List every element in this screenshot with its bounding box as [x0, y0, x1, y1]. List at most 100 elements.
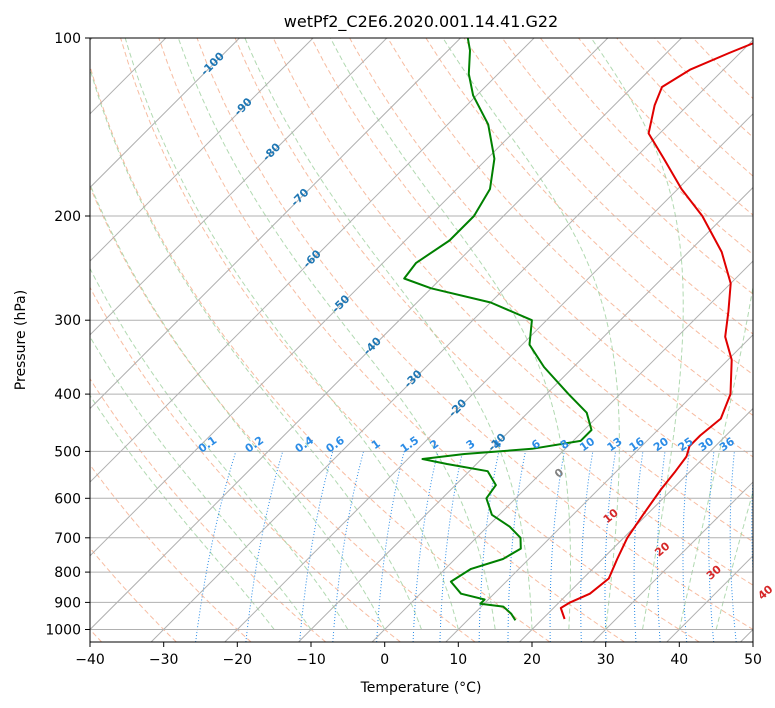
mixing-ratio-line — [656, 451, 666, 642]
isotherm-line — [90, 38, 461, 410]
isotherm-line — [150, 39, 753, 642]
mixing-ratio-line — [439, 451, 464, 642]
y-axis-label: Pressure (hPa) — [13, 290, 29, 390]
x-tick-label: 20 — [523, 652, 541, 668]
moist-adiabat — [244, 38, 533, 630]
mixing-ratio-line — [507, 451, 526, 642]
mixing-ratio-line — [245, 451, 284, 642]
dry-adiabat — [692, 38, 753, 100]
y-tick-label: 200 — [54, 209, 81, 225]
theta-e-label: 10 — [601, 506, 621, 526]
x-tick-label: 10 — [449, 652, 467, 668]
isotherm-line — [298, 186, 753, 642]
dry-adiabat — [90, 547, 177, 642]
theta-e-label: 30 — [704, 562, 724, 582]
y-axis: 100 200 300 400 500 600 700 800 900 1000 — [45, 31, 90, 639]
dry-adiabat — [387, 38, 753, 417]
mixing-ratio-label: 0.2 — [243, 434, 266, 456]
isotherm-label: -70 — [288, 186, 311, 209]
isotherm-line — [224, 113, 753, 642]
moist-adiabat — [90, 335, 312, 630]
mixing-ratio-label: 2 — [428, 437, 442, 452]
isotherm-line — [90, 38, 388, 336]
moist-adiabat — [678, 283, 753, 630]
x-tick-label: 30 — [597, 652, 615, 668]
isotherm-label: -50 — [329, 292, 352, 315]
mixing-ratio-line — [549, 451, 565, 642]
moist-adiabat — [124, 38, 459, 630]
moist-adiabat — [90, 183, 386, 630]
y-tick-label: 300 — [54, 313, 81, 329]
mixing-ratio-line — [412, 451, 439, 642]
x-tick-label: −30 — [149, 652, 179, 668]
background-lines — [90, 38, 753, 642]
x-tick-label: −10 — [296, 652, 326, 668]
mixing-ratio-label: 1.5 — [398, 434, 421, 456]
temperature-profile — [559, 42, 753, 620]
x-tick-label: 40 — [670, 652, 688, 668]
dry-adiabat — [196, 38, 753, 631]
mixing-ratio-line — [580, 451, 594, 642]
isotherm-label: -20 — [446, 396, 469, 419]
dry-adiabat — [349, 38, 753, 458]
isotherm-line — [90, 38, 682, 631]
chart-title: wetPf2_C2E6.2020.001.14.41.G22 — [284, 12, 558, 32]
isotherm-label: -60 — [301, 247, 324, 270]
isotherm-label: -100 — [198, 49, 227, 78]
y-tick-label: 400 — [54, 387, 81, 403]
series-layer — [403, 38, 753, 621]
theta-e-label: 40 — [755, 582, 775, 602]
isotherm-label: -80 — [260, 140, 283, 163]
y-tick-label: 900 — [54, 595, 81, 611]
y-tick-label: 1000 — [45, 623, 81, 639]
isotherm-label: -90 — [232, 95, 255, 118]
mixing-ratio-label: 0.6 — [323, 433, 347, 455]
isotherm-line — [740, 628, 753, 642]
isotherm-line — [519, 407, 753, 642]
dry-adiabat — [234, 38, 753, 586]
mixing-ratio-line — [708, 451, 715, 642]
plot-frame — [89, 37, 754, 643]
dry-adiabat — [578, 38, 753, 216]
dry-adiabat — [310, 38, 753, 500]
dry-adiabat — [425, 38, 753, 376]
mixing-ratio-line — [332, 451, 364, 642]
isotherm-line — [90, 38, 240, 189]
x-tick-label: −20 — [223, 652, 253, 668]
y-tick-label: 100 — [54, 31, 81, 47]
moist-adiabat — [90, 67, 422, 630]
moist-adiabat — [715, 489, 753, 630]
dry-adiabat — [90, 286, 401, 642]
moist-adiabat — [177, 38, 496, 630]
dry-adiabat — [654, 38, 753, 138]
mixing-ratio-label: 3 — [464, 437, 478, 452]
moist-adiabat — [90, 267, 349, 630]
dry-adiabat — [90, 64, 551, 642]
y-tick-label: 700 — [54, 531, 81, 547]
grid-lines — [90, 38, 753, 642]
y-tick-label: 800 — [54, 565, 81, 581]
y-tick-label: 600 — [54, 491, 81, 507]
isotherm-label: -40 — [361, 334, 384, 357]
isotherm-line — [90, 38, 314, 262]
dry-adiabat — [90, 185, 476, 642]
dry-adiabat — [272, 38, 753, 543]
y-tick-label: 500 — [54, 444, 81, 460]
isotherm-line — [371, 260, 753, 642]
mixing-ratio-line — [376, 451, 405, 642]
moist-adiabat — [442, 38, 620, 630]
mixing-ratio-line — [633, 451, 644, 642]
isotherm-line — [592, 481, 753, 642]
x-axis-label: Temperature (°C) — [360, 680, 482, 696]
x-axis: −40 −30 −20 −10 0 10 20 30 40 50 — [75, 642, 762, 668]
dry-adiabat — [501, 38, 753, 295]
dry-adiabat — [463, 38, 753, 335]
mixing-ratio-line — [299, 451, 334, 642]
isotherm-label: -30 — [402, 367, 425, 390]
mixing-ratio-line — [729, 451, 737, 642]
x-tick-label: −40 — [75, 652, 105, 668]
dewpoint-profile — [403, 38, 593, 621]
dry-adiabat — [90, 377, 327, 642]
mixing-ratio-line — [195, 451, 237, 642]
